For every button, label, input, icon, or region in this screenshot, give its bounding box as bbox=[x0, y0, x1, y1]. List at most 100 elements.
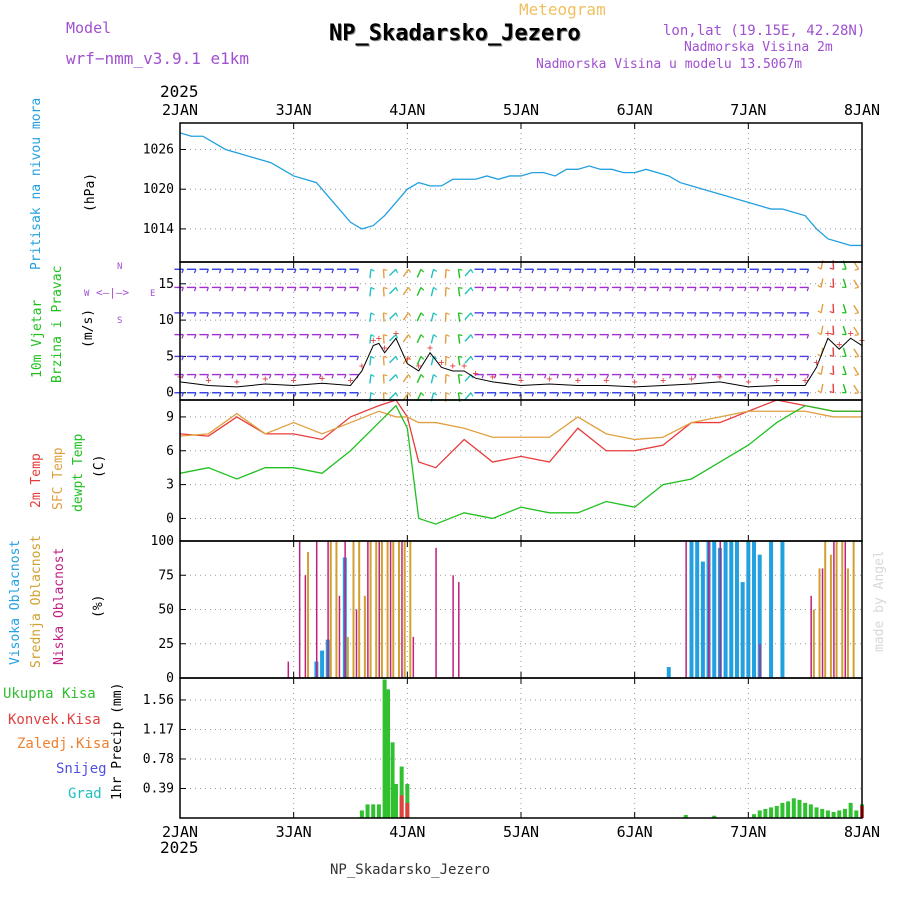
wind-barb-flag bbox=[681, 312, 685, 317]
wind-barb-flag bbox=[433, 268, 438, 273]
wind-barb bbox=[402, 312, 410, 321]
wind-barb-flag bbox=[281, 312, 284, 317]
wind-barb-flag bbox=[206, 374, 209, 379]
wind-barb-flag bbox=[606, 392, 610, 397]
bar-low-cloud bbox=[685, 541, 687, 678]
wind-barb-flag bbox=[493, 374, 497, 379]
precip-snow-label: Snijeg bbox=[56, 761, 107, 777]
precip-total-label: Ukupna Kisa bbox=[3, 686, 96, 702]
wind-gust-marker: + bbox=[291, 376, 297, 387]
wind-barb-flag bbox=[331, 287, 335, 292]
wind-barb-flag bbox=[606, 374, 610, 379]
wind-barb-flag bbox=[506, 287, 510, 292]
wind-barb-flag bbox=[581, 356, 585, 361]
wind-gust-marker: + bbox=[774, 376, 780, 387]
wind-barb-flag bbox=[433, 374, 438, 378]
wind-barb-flag bbox=[644, 374, 647, 379]
wind-barb-flag bbox=[806, 287, 810, 292]
model-elevation: Nadmorska Visina u modelu 13.5067m bbox=[536, 57, 803, 72]
wind-barb bbox=[416, 356, 422, 365]
wind-barb-flag bbox=[744, 356, 747, 361]
wind-barb-flag bbox=[719, 334, 722, 339]
wind-barb-flag bbox=[407, 334, 412, 339]
wind-gust-marker: + bbox=[262, 374, 268, 385]
wind-barb-flag bbox=[407, 268, 412, 273]
wind-barb bbox=[382, 374, 385, 384]
bar-high-cloud bbox=[757, 554, 762, 678]
wind-barb bbox=[369, 356, 372, 366]
x-tick-label-bottom: 7JAN bbox=[730, 823, 766, 841]
wind-barb-flag bbox=[506, 392, 510, 397]
wind-gust-marker: + bbox=[370, 336, 376, 347]
wind-barb-flag bbox=[231, 269, 234, 274]
wind-gust-marker: + bbox=[518, 376, 524, 387]
bar-precip-conv bbox=[399, 795, 404, 818]
wind-barb-flag bbox=[854, 334, 859, 336]
wind-barb bbox=[853, 384, 860, 394]
wind-barb-flag bbox=[829, 285, 834, 288]
x-tick-label-top: 7JAN bbox=[730, 101, 766, 119]
wind-barb-flag bbox=[331, 374, 335, 379]
wind-barb bbox=[382, 312, 385, 322]
wind-barb-flag bbox=[631, 374, 635, 379]
wind-barb-flag bbox=[681, 356, 685, 361]
bar-precip-total bbox=[780, 802, 785, 818]
wind-barb-flag bbox=[181, 334, 184, 339]
x-tick-label-top: 5JAN bbox=[503, 101, 539, 119]
y-tick-label: 3 bbox=[166, 478, 174, 493]
wind-barb-flag bbox=[731, 374, 735, 379]
wind-barb-flag bbox=[243, 312, 247, 317]
wind-barb-flag bbox=[594, 287, 597, 292]
x-tick-label-bottom: 6JAN bbox=[617, 823, 653, 841]
wind-barb bbox=[832, 347, 835, 357]
x-tick-label-top: 6JAN bbox=[617, 101, 653, 119]
wind-barb-flag bbox=[644, 334, 647, 339]
wind-barb-flag bbox=[281, 334, 284, 339]
wind-barb-flag bbox=[193, 287, 197, 292]
bar-precip-total bbox=[786, 801, 791, 818]
wind-barb-flag bbox=[769, 312, 772, 317]
wind-barb-flag bbox=[619, 287, 622, 292]
wind-barb-flag bbox=[854, 392, 859, 395]
wind-barb-flag bbox=[781, 374, 785, 379]
bar-high-cloud bbox=[695, 541, 700, 678]
wind-barb-flag bbox=[756, 392, 760, 397]
wind-barb-flag bbox=[829, 390, 834, 394]
bar-precip-total bbox=[842, 808, 847, 818]
wind-barb bbox=[842, 365, 847, 375]
wind-barb bbox=[416, 287, 422, 296]
wind-barb-flag bbox=[356, 312, 360, 317]
wind-barb-flag bbox=[556, 269, 560, 274]
wind-barb-flag bbox=[306, 356, 310, 361]
wind-barb-flag bbox=[806, 374, 810, 379]
wind-barb bbox=[832, 365, 835, 375]
wind-barb bbox=[464, 392, 472, 400]
wind-barb bbox=[842, 347, 847, 357]
wind-barb-flag bbox=[231, 287, 234, 292]
bar-mid-cloud bbox=[375, 541, 378, 678]
wind-barb-flag bbox=[694, 269, 697, 274]
wind-gust-marker: + bbox=[382, 343, 388, 354]
wind-barb-flag bbox=[256, 356, 259, 361]
wind-barb-flag bbox=[531, 334, 535, 339]
wind-barb-flag bbox=[706, 269, 710, 274]
series-wind-speed bbox=[179, 337, 863, 388]
wind-barb-flag bbox=[231, 312, 234, 317]
wind-barb-flag bbox=[293, 269, 297, 274]
wind-barb-flag bbox=[395, 287, 399, 292]
bar-high-cloud bbox=[700, 561, 705, 678]
x-tick-label-bottom: 4JAN bbox=[389, 823, 425, 841]
wind-barb bbox=[430, 374, 435, 384]
wind-barb bbox=[402, 374, 410, 383]
bar-precip-total bbox=[774, 805, 779, 818]
wind-barb-flag bbox=[644, 287, 647, 292]
wind-barb-flag bbox=[644, 312, 647, 317]
bar-high-cloud bbox=[780, 541, 785, 678]
wind-barb-flag bbox=[293, 334, 297, 339]
bar-mid-cloud bbox=[829, 554, 832, 678]
wind-barb-flag bbox=[256, 269, 259, 274]
bar-high-cloud bbox=[689, 541, 694, 678]
wind-barb-flag bbox=[206, 287, 209, 292]
x-tick-label-top: 3JAN bbox=[276, 101, 312, 119]
bar-low-cloud bbox=[844, 541, 847, 678]
